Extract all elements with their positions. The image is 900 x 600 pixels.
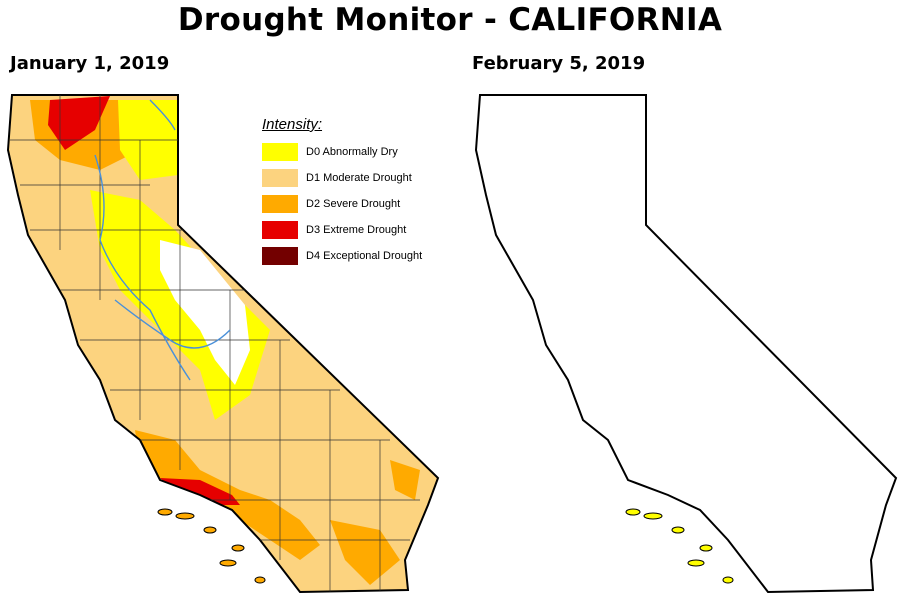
page-title: Drought Monitor - CALIFORNIA xyxy=(177,2,723,38)
legend-title: Intensity: xyxy=(262,116,323,133)
map-january-lines xyxy=(6,94,440,594)
legend-label-d0: D0 Abnormally Dry xyxy=(306,146,398,158)
state-border-right xyxy=(474,94,898,594)
d1-region-south xyxy=(760,512,840,590)
rivers-left xyxy=(94,99,231,381)
d2-region-north xyxy=(500,100,560,130)
d3-region-south xyxy=(160,478,240,505)
d1-region-north xyxy=(485,100,640,140)
legend-item-d1: D1 Moderate Drought xyxy=(262,165,462,191)
d3-region-north xyxy=(48,96,110,150)
state-border-left xyxy=(6,94,440,594)
legend-item-d3: D3 Extreme Drought xyxy=(262,217,462,243)
legend-swatch-d4 xyxy=(262,247,298,265)
legend-item-d0: D0 Abnormally Dry xyxy=(262,139,462,165)
legend: Intensity: D0 Abnormally Dry D1 Moderate… xyxy=(262,116,462,269)
map-date-january: January 1, 2019 xyxy=(10,53,170,74)
map-date-february: February 5, 2019 xyxy=(472,53,646,74)
islands-right xyxy=(625,508,734,584)
d2-region-southern-border xyxy=(330,520,400,585)
legend-label-d4: D4 Exceptional Drought xyxy=(306,250,423,262)
legend-label-d1: D1 Moderate Drought xyxy=(306,172,412,184)
legend-item-d2: D2 Severe Drought xyxy=(262,191,462,217)
d0-region xyxy=(468,90,900,600)
map-february xyxy=(468,90,900,600)
county-lines-left xyxy=(10,95,420,592)
legend-swatch-d1 xyxy=(262,169,298,187)
legend-item-d4: D4 Exceptional Drought xyxy=(262,243,462,269)
map-february-lines xyxy=(474,94,898,594)
no-drought-region xyxy=(535,150,760,430)
legend-label-d3: D3 Extreme Drought xyxy=(306,224,407,236)
d2-region-southeast xyxy=(390,460,420,500)
legend-swatch-d3 xyxy=(262,221,298,239)
legend-swatch-d0 xyxy=(262,143,298,161)
legend-swatch-d2 xyxy=(262,195,298,213)
legend-label-d2: D2 Severe Drought xyxy=(306,198,401,210)
county-lines-right xyxy=(478,95,888,592)
no-drought-region xyxy=(160,240,250,385)
rivers-right xyxy=(563,100,698,380)
islands-left xyxy=(157,508,266,584)
